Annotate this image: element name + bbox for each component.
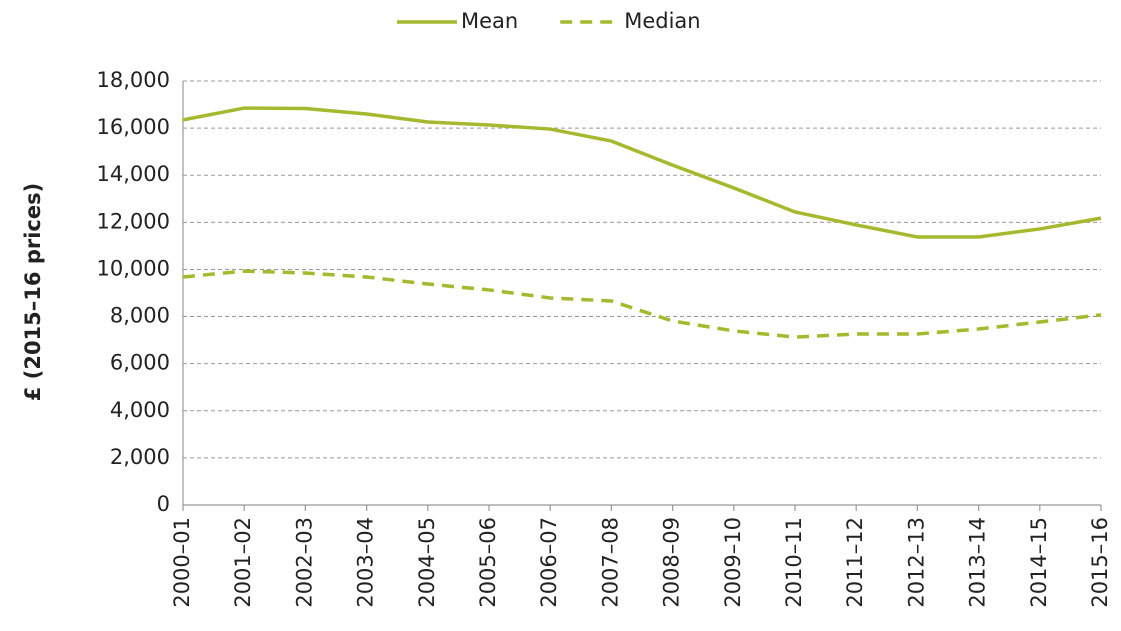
legend-label: Median [624,9,700,33]
x-tick-label: 2010–11 [782,517,806,608]
x-tick-label: 2002–03 [292,517,316,608]
y-tick-label: 0 [157,492,170,516]
y-tick-label: 14,000 [97,162,170,186]
legend-label: Mean [461,9,518,33]
y-tick-label: 4,000 [110,398,170,422]
series-line [182,106,1102,239]
x-tick-label: 2013–14 [966,517,990,608]
x-tick-label: 2004–05 [415,517,439,608]
x-tick-label: 2006–07 [537,517,561,608]
x-tick-label: 2001–02 [231,517,255,608]
x-tick-label: 2015–16 [1088,517,1112,608]
x-tick-label: 2009–10 [721,517,745,608]
x-tick-label: 2000–01 [170,517,194,608]
y-tick-label: 6,000 [110,351,170,375]
y-tick-label: 2,000 [110,445,170,469]
series-line [182,269,1102,339]
x-tick-label: 2011–12 [843,517,867,608]
y-tick-label: 16,000 [97,115,170,139]
x-tick-label: 2014–15 [1027,517,1051,608]
x-tick-label: 2012–13 [904,517,928,608]
y-axis-title: £ (2015–16 prices) [21,183,45,401]
x-tick-label: 2005–06 [476,517,500,608]
y-tick-label: 8,000 [110,304,170,328]
y-tick-label: 18,000 [97,68,170,92]
x-tick-label: 2003–04 [354,517,378,608]
x-tick-label: 2007–08 [598,517,622,608]
y-tick-label: 10,000 [97,256,170,280]
y-tick-label: 12,000 [97,209,170,233]
x-tick-label: 2008–09 [660,517,684,608]
